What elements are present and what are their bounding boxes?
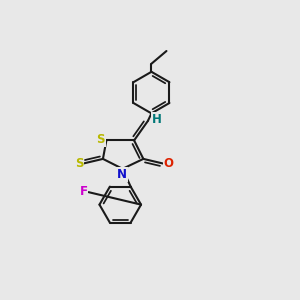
- Text: S: S: [75, 157, 83, 169]
- Text: O: O: [164, 158, 173, 170]
- Text: F: F: [80, 185, 88, 198]
- Text: H: H: [152, 113, 162, 126]
- Text: S: S: [96, 133, 105, 146]
- Text: N: N: [117, 168, 127, 181]
